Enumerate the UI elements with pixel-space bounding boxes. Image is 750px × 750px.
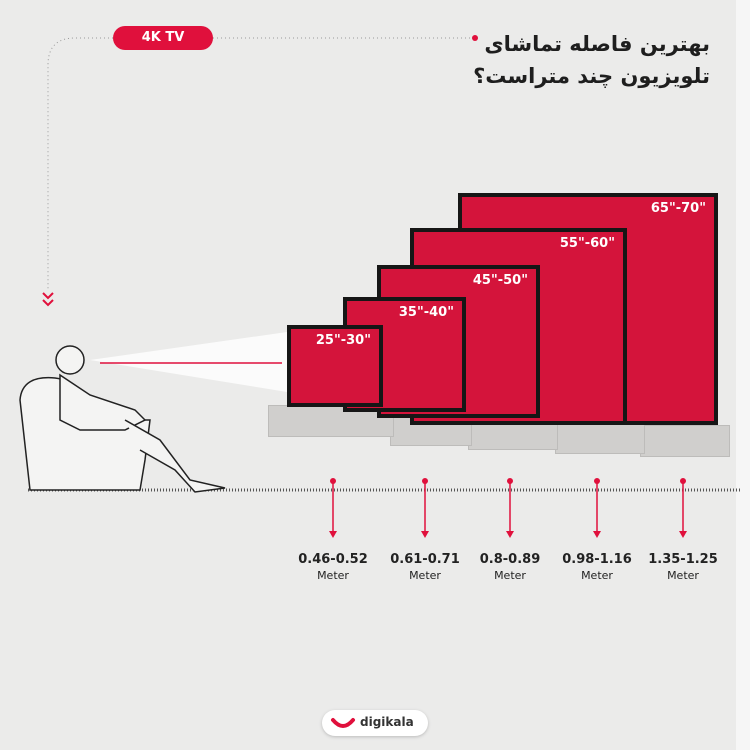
tv-25-30: 25"-30" [287,325,383,407]
distance-arrow [421,478,429,538]
distance-label: 1.35-1.25 Meter [648,552,718,582]
distance-arrow [593,478,601,538]
viewer-illustration [19,345,226,493]
tv-stand [640,425,730,457]
digikala-logo: digikala [322,710,428,736]
edge-strip [736,0,750,750]
distance-label: 0.46-0.52 Meter [298,552,368,582]
distance-arrow [506,478,514,538]
badge-4k-tv: 4K TV [113,26,213,50]
distance-arrow [679,478,687,538]
distance-label: 0.61-0.71 Meter [390,552,460,582]
title: بهترین فاصله تماشای تلویزیون چند متراست؟ [473,32,710,88]
distance-label: 0.8-0.89 Meter [479,552,541,582]
distance-arrow [329,478,337,538]
distance-label: 0.98-1.16 Meter [562,552,632,582]
